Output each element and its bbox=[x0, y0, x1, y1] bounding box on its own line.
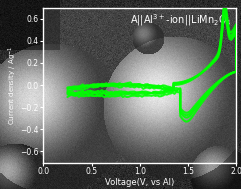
X-axis label: Voltage(V, vs Al): Voltage(V, vs Al) bbox=[105, 178, 174, 187]
Y-axis label: Current density / Ag$^{-1}$: Current density / Ag$^{-1}$ bbox=[6, 45, 19, 125]
Text: A||Al$^{3+}$-ion||LiMn$_2$O$_4$: A||Al$^{3+}$-ion||LiMn$_2$O$_4$ bbox=[130, 12, 232, 28]
